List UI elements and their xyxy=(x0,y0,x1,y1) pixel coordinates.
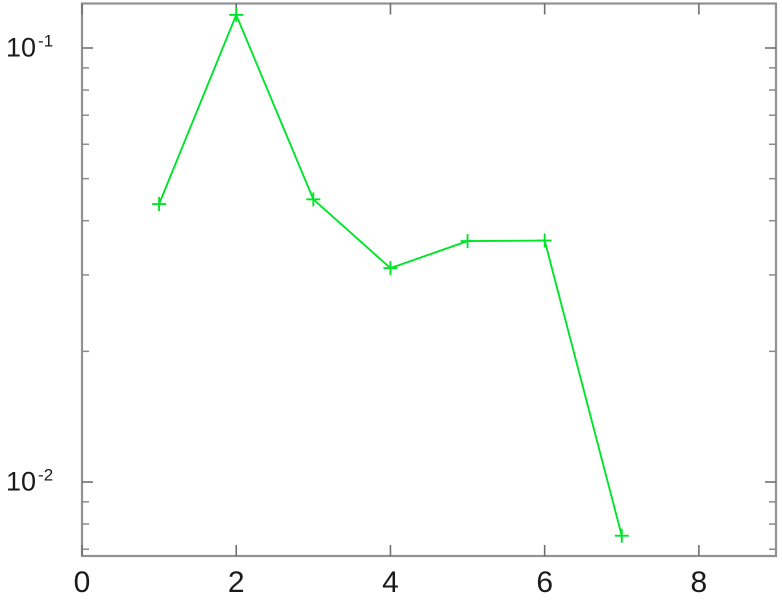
y-tick-exponent: -2 xyxy=(38,465,54,485)
data-series-group xyxy=(158,12,623,536)
x-axis-ticks xyxy=(81,3,700,556)
y-tick-exponent: -1 xyxy=(38,31,54,51)
y-axis-minor-ticks xyxy=(82,67,776,550)
y-tick-label: 10 -2 xyxy=(6,465,54,497)
x-tick-label: 8 xyxy=(690,566,708,599)
axis-frame xyxy=(80,2,778,558)
x-tick-label: 6 xyxy=(536,566,553,599)
data-marker-group xyxy=(152,7,629,543)
y-tick-mantissa: 10 xyxy=(6,466,37,497)
y-tick-mantissa: 10 xyxy=(6,32,37,63)
x-tick-label: 2 xyxy=(227,566,245,599)
x-tick-label: 0 xyxy=(73,566,91,599)
y-axis-major-ticks xyxy=(82,47,776,483)
y-tick-label: 10 -1 xyxy=(6,31,54,63)
x-tick-label: 4 xyxy=(382,566,399,599)
